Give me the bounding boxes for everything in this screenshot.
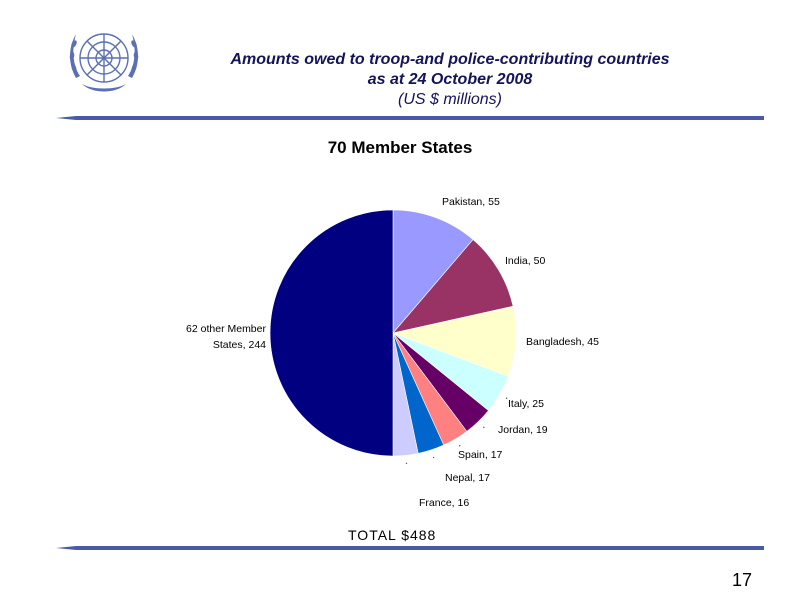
bottom-divider (56, 546, 764, 550)
chart-title: 70 Member States (327, 138, 473, 157)
slice-label-jordan: Jordan, 19 (498, 424, 548, 436)
un-emblem-logo (69, 33, 139, 92)
pie-slice-pakistan (392, 209, 474, 334)
slice-label-pakistan: Pakistan, 55 (442, 196, 500, 208)
leader-dot (459, 445, 461, 447)
leader-dot (483, 426, 485, 429)
leader-dot (432, 456, 435, 459)
leader-dot (405, 462, 408, 465)
slice-label-spain: Spain, 17 (458, 449, 503, 461)
slice-label-other-states: 62 other Member States, 244 (166, 321, 266, 353)
slice-label-france: France, 16 (419, 497, 470, 509)
slice-label-italy: Italy, 25 (508, 398, 544, 410)
pie-slice-62-other-member-states (269, 209, 394, 457)
slice-label-bangladesh: Bangladesh, 45 (526, 336, 599, 348)
pie-slice-india (392, 239, 514, 334)
slice-label-nepal: Nepal, 17 (445, 472, 490, 484)
other-states-label-line-1: 62 other Member (186, 323, 266, 335)
top-divider (56, 116, 764, 120)
leader-dot (505, 397, 508, 399)
total-label: TOTAL $488 (348, 527, 437, 543)
title-line-3: (US $ millions) (397, 91, 502, 108)
slide-title: Amounts owed to troop-and police-contrib… (160, 50, 740, 110)
slice-label-india: India, 50 (505, 255, 546, 267)
page-number: 17 (731, 570, 752, 590)
title-line-1: Amounts owed to troop-and police-contrib… (230, 51, 670, 68)
title-line-2: as at 24 October 2008 (367, 71, 533, 88)
other-states-label-line-2: States, 244 (212, 339, 266, 351)
